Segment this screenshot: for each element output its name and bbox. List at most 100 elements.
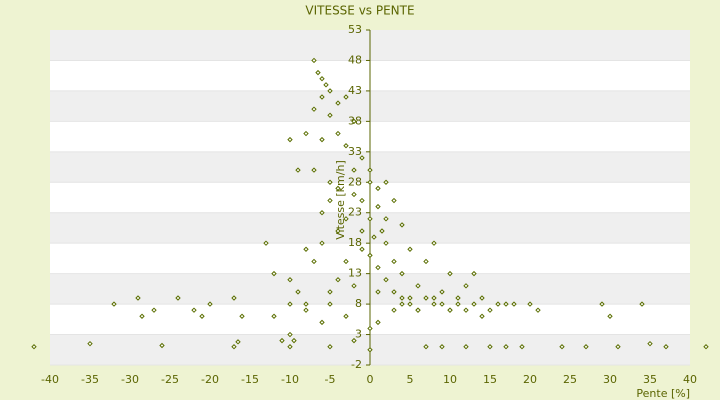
point [359, 197, 365, 204]
point [271, 313, 277, 319]
point [503, 301, 509, 307]
point [303, 301, 309, 307]
point [423, 344, 429, 350]
point [287, 344, 293, 350]
x-tick-label: 25 [563, 373, 577, 386]
x-tick-label: 20 [523, 373, 537, 386]
point [311, 258, 317, 265]
point [399, 270, 405, 277]
point [647, 340, 653, 347]
point [447, 270, 453, 277]
x-tick-label: -35 [81, 373, 99, 386]
point [191, 307, 197, 313]
chart-title: VITESSE vs PENTE [305, 4, 414, 18]
point [503, 344, 509, 350]
point [327, 289, 333, 295]
point [471, 301, 477, 307]
point [319, 76, 325, 82]
point [439, 301, 445, 307]
point [455, 301, 461, 307]
point [343, 313, 349, 319]
point [415, 283, 421, 289]
y-tick-label: 13 [348, 267, 362, 280]
point [87, 340, 93, 347]
point [391, 289, 397, 295]
point [487, 307, 493, 313]
point [271, 270, 277, 277]
point [31, 344, 37, 350]
x-tick-label: -25 [161, 373, 179, 386]
point [663, 344, 669, 350]
point [295, 289, 301, 295]
point [343, 94, 349, 100]
point [391, 307, 397, 313]
point [367, 252, 373, 259]
point [327, 197, 333, 204]
point [335, 277, 341, 283]
point [375, 289, 381, 295]
point [447, 307, 453, 313]
point [375, 319, 381, 326]
point [519, 344, 525, 350]
point [383, 240, 389, 246]
point [703, 344, 709, 350]
point [527, 301, 533, 307]
point [343, 216, 349, 222]
point [463, 283, 469, 289]
point [323, 82, 329, 88]
point [231, 295, 237, 301]
point [407, 246, 413, 252]
point [207, 301, 213, 307]
x-tick-label: 35 [643, 373, 657, 386]
point [535, 307, 541, 313]
point [439, 289, 445, 295]
point [407, 295, 413, 301]
point [599, 301, 605, 307]
point [431, 295, 437, 301]
point [343, 258, 349, 265]
x-tick-label: -20 [201, 373, 219, 386]
point [423, 295, 429, 301]
point [159, 342, 165, 349]
point [583, 344, 589, 350]
point [287, 301, 293, 307]
point [327, 88, 333, 94]
point [335, 100, 341, 106]
point [311, 57, 317, 64]
point [235, 339, 241, 345]
point [415, 307, 421, 313]
x-tick-label: 0 [367, 373, 374, 386]
point [479, 313, 485, 319]
point [487, 344, 493, 350]
point [359, 246, 365, 252]
point [371, 234, 377, 240]
point [423, 258, 429, 265]
point [327, 112, 333, 118]
point [231, 344, 237, 350]
point [263, 240, 269, 246]
point [511, 301, 517, 307]
x-tick-label: 30 [603, 373, 617, 386]
point [319, 240, 325, 246]
point [379, 228, 385, 234]
point [383, 179, 389, 185]
point [287, 331, 293, 338]
point [431, 240, 437, 246]
point [367, 167, 373, 173]
point [151, 307, 157, 313]
point [351, 118, 357, 125]
point [431, 301, 437, 307]
point [439, 344, 445, 350]
point [175, 295, 181, 301]
point [303, 246, 309, 252]
point [375, 203, 381, 210]
x-tick-label: -10 [281, 373, 299, 386]
y-tick-label: 33 [348, 145, 362, 158]
point [311, 167, 317, 173]
point [367, 325, 373, 332]
y-tick-label: 8 [355, 297, 362, 310]
point [367, 347, 373, 353]
point [615, 344, 621, 350]
point [367, 216, 373, 222]
